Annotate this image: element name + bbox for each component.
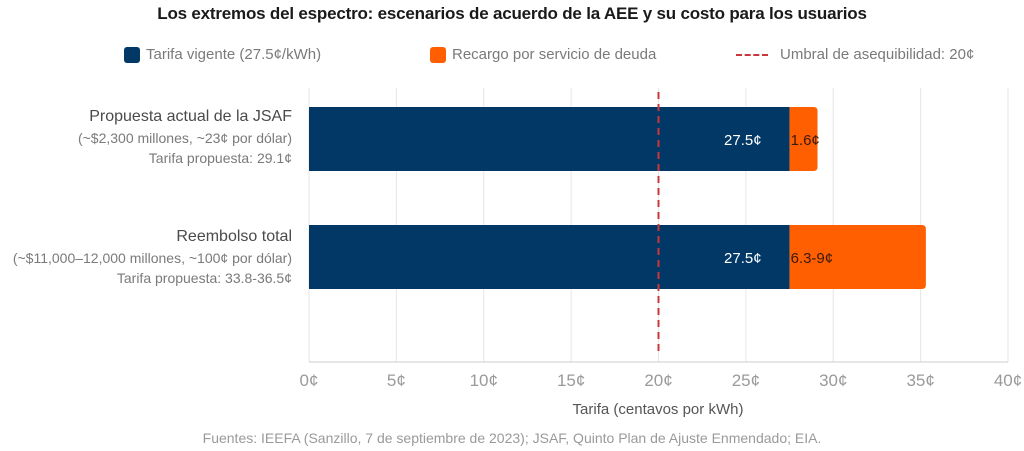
x-tick-label: 40¢ xyxy=(994,371,1022,390)
category-detail: (~$2,300 millones, ~23¢ por dólar) xyxy=(77,130,292,146)
legend-item-umbral[interactable]: Umbral de asequibilidad: 20¢ xyxy=(736,46,974,63)
bar-segment-current-rate xyxy=(309,107,790,171)
x-tick-label: 10¢ xyxy=(470,371,498,390)
legend-label: Umbral de asequibilidad: 20¢ xyxy=(780,46,975,63)
x-tick-label: 0¢ xyxy=(300,371,319,390)
bar-segment-surcharge xyxy=(789,107,818,171)
bar-segment-surcharge xyxy=(789,225,926,289)
legend-item-tarifa-vigente[interactable]: Tarifa vigente (27.5¢/kWh) xyxy=(124,46,321,63)
chart-title: Los extremos del espectro: escenarios de… xyxy=(157,4,867,23)
bar-segment-current-rate xyxy=(309,225,790,289)
bar-value-label: 1.6¢ xyxy=(791,132,820,149)
legend-dashed-line-icon xyxy=(736,53,768,56)
legend-label: Tarifa vigente (27.5¢/kWh) xyxy=(146,46,322,63)
bars xyxy=(309,107,926,289)
x-axis-label: Tarifa (centavos por kWh) xyxy=(573,401,744,418)
category-detail: (~$11,000–12,000 millones, ~100¢ por dól… xyxy=(12,250,292,266)
legend-swatch-orange xyxy=(430,46,446,63)
category-label-jsaf: Propuesta actual de la JSAF (~$2,300 mil… xyxy=(78,106,292,168)
x-tick-label: 25¢ xyxy=(732,371,760,390)
bar-chart: 27.5¢ 1.6¢ 27.5¢ 6.3-9¢ 0¢ 5¢ 10¢ 15¢ 20¢ 25¢ 30¢… xyxy=(300,88,1022,418)
bar-value-label: 27.5¢ xyxy=(724,250,762,267)
x-axis: 0¢ 5¢ 10¢ 15¢ 20¢ 25¢ 30¢ 35¢ 40¢ xyxy=(300,361,1022,390)
x-tick-label: 20¢ xyxy=(644,371,672,390)
bar-labels: 27.5¢ 1.6¢ 27.5¢ 6.3-9¢ xyxy=(724,132,833,267)
legend: Tarifa vigente (27.5¢/kWh) Recargo por s… xyxy=(0,46,1024,68)
legend-item-recargo[interactable]: Recargo por servicio de deuda xyxy=(430,46,656,63)
x-tick-label: 5¢ xyxy=(387,371,406,390)
category-label-reembolso: Reembolso total (~$11,000–12,000 millone… xyxy=(13,226,292,288)
category-proposed-rate: Tarifa propuesta: 29.1¢ xyxy=(148,150,292,166)
legend-swatch-navy xyxy=(124,46,140,63)
x-tick-label: 30¢ xyxy=(819,371,847,390)
legend-label: Recargo por servicio de deuda xyxy=(452,46,657,63)
bar-value-label: 27.5¢ xyxy=(724,132,762,149)
category-proposed-rate: Tarifa propuesta: 33.8-36.5¢ xyxy=(116,270,292,286)
bar-value-label: 6.3-9¢ xyxy=(791,250,834,267)
source-note: Fuentes: IEEFA (Sanzillo, 7 de septiembr… xyxy=(202,430,822,446)
x-tick-label: 35¢ xyxy=(906,371,934,390)
x-tick-label: 15¢ xyxy=(557,371,585,390)
category-name: Propuesta actual de la JSAF xyxy=(89,108,292,125)
category-name: Reembolso total xyxy=(176,228,292,245)
